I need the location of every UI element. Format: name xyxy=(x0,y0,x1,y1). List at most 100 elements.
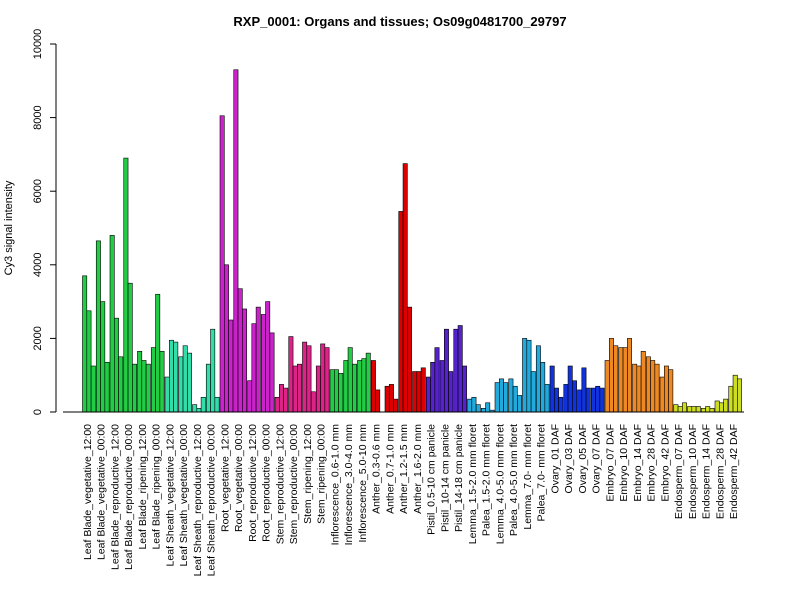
bar xyxy=(728,385,734,413)
bar xyxy=(412,371,418,413)
x-tick-label: Leaf Sheath_reproductive_12:00 xyxy=(192,424,204,577)
bar xyxy=(420,367,426,413)
bar xyxy=(467,398,473,413)
bar xyxy=(320,343,326,413)
x-tick-label: Pistil_10-14 cm panicle xyxy=(439,424,451,532)
y-axis-label: Cy3 signal intensity xyxy=(3,180,15,275)
bar xyxy=(283,387,289,413)
x-tick-label: Anther_1.2-1.5 mm xyxy=(398,424,410,514)
bar xyxy=(577,389,583,413)
bar xyxy=(292,365,298,413)
bar xyxy=(595,385,601,413)
bar xyxy=(384,385,390,413)
bar xyxy=(718,402,724,413)
x-tick-label: Leaf Blade_reproductive_00:00 xyxy=(123,424,135,570)
bar xyxy=(361,358,367,413)
y-axis: 0 2000 4000 6000 8000 10000 xyxy=(32,29,57,415)
bar xyxy=(169,339,174,413)
x-tick-label: Leaf Blade_ripening_12:00 xyxy=(137,424,149,550)
x-tick-label: Inflorescence_0.6-1.0 mm xyxy=(329,424,341,546)
bar xyxy=(737,378,742,413)
bar xyxy=(187,352,192,413)
bar xyxy=(494,382,500,413)
bar xyxy=(178,356,184,413)
x-tick-label: Root_reproductive_12:00 xyxy=(247,424,259,542)
bar xyxy=(251,323,257,413)
x-tick-label: Anther_0.7-1.0 mm xyxy=(384,424,396,514)
bar xyxy=(475,404,481,413)
x-tick-label: Endosperm_07 DAF xyxy=(673,424,685,519)
x-tick-label: Leaf Sheath_vegetative_12:00 xyxy=(164,424,176,567)
bar xyxy=(100,301,106,413)
bar xyxy=(155,293,161,413)
x-tick-label: Leaf Blade_vegetative_12:00 xyxy=(82,424,94,560)
bar xyxy=(407,306,412,413)
x-tick-label: Root_vegetative_12:00 xyxy=(219,424,231,532)
x-tick-label: Ovary_01 DAF xyxy=(549,424,561,493)
bar xyxy=(260,314,266,413)
bar xyxy=(82,275,88,413)
bar xyxy=(645,356,651,413)
bar xyxy=(654,363,660,413)
x-tick-label: Stem_reproductive_12:00 xyxy=(274,424,286,544)
bar xyxy=(388,384,394,413)
bar xyxy=(205,363,211,413)
bar xyxy=(668,369,674,413)
bar xyxy=(370,360,376,413)
bar xyxy=(723,398,729,413)
bar xyxy=(357,360,363,413)
bar xyxy=(585,387,591,413)
bar xyxy=(425,376,431,413)
bar xyxy=(375,389,381,413)
bar xyxy=(691,406,697,413)
bar xyxy=(613,345,619,413)
x-tick-label: Endosperm_14 DAF xyxy=(701,424,713,519)
bar xyxy=(137,350,143,413)
x-tick-label: Root_vegetative_00:00 xyxy=(233,424,245,532)
bar xyxy=(480,408,486,413)
bar xyxy=(650,360,656,413)
y-tick-label: 0 xyxy=(32,409,44,415)
bar xyxy=(590,387,596,413)
x-tick-label: Embryo_07 DAF xyxy=(604,424,616,502)
bar xyxy=(439,360,445,413)
x-tick-label: Ovary_03 DAF xyxy=(563,424,575,493)
x-tick-label: Embryo_14 DAF xyxy=(632,424,644,502)
bar xyxy=(233,69,239,413)
bar xyxy=(471,396,477,413)
bar xyxy=(324,347,330,413)
bar xyxy=(210,328,216,413)
bar xyxy=(608,338,614,413)
x-tick-label: Leaf Sheath_vegetative_00:00 xyxy=(178,424,190,567)
bar xyxy=(132,363,137,413)
x-tick-label: Stem_ripening_12:00 xyxy=(302,424,314,524)
bar xyxy=(498,378,504,413)
bar xyxy=(333,369,339,413)
x-tick-label: Anther_1.6-2.0 mm xyxy=(412,424,424,514)
bar xyxy=(687,406,693,413)
bar xyxy=(393,398,399,413)
x-tick-label: Pistil_14-18 cm panicle xyxy=(453,424,465,532)
bar xyxy=(677,406,683,413)
bar xyxy=(530,371,536,413)
bar xyxy=(673,404,679,413)
bar xyxy=(549,365,555,413)
bar xyxy=(214,396,220,413)
x-tick-label: Leaf Sheath_reproductive_00:00 xyxy=(206,424,218,577)
bar xyxy=(118,356,124,413)
x-tick-label: Leaf Blade_vegetative_00:00 xyxy=(96,424,108,560)
bar xyxy=(540,362,546,413)
bar xyxy=(659,376,665,413)
bar xyxy=(398,211,404,413)
bar xyxy=(682,402,687,413)
bar xyxy=(278,384,284,413)
y-tick-label: 10000 xyxy=(32,29,44,60)
bar xyxy=(265,301,271,413)
bar xyxy=(443,328,449,413)
bar xyxy=(567,365,573,413)
bar xyxy=(343,360,349,413)
x-tick-label: Inflorescence_3.0-4.0 mm xyxy=(343,424,355,546)
bar xyxy=(705,406,711,413)
bar xyxy=(338,373,344,413)
